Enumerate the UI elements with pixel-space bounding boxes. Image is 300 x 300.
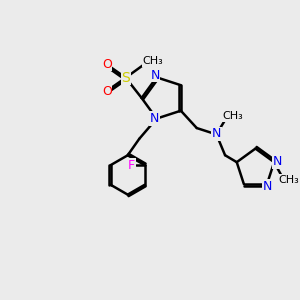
Text: N: N — [150, 112, 159, 125]
Text: N: N — [263, 180, 272, 193]
Text: S: S — [121, 71, 130, 85]
Text: N: N — [212, 127, 221, 140]
Text: CH₃: CH₃ — [278, 175, 299, 184]
Text: N: N — [272, 155, 282, 168]
Text: CH₃: CH₃ — [223, 111, 243, 121]
Text: N: N — [151, 69, 160, 82]
Text: O: O — [102, 58, 112, 70]
Text: F: F — [128, 159, 135, 172]
Text: O: O — [102, 85, 112, 98]
Text: CH₃: CH₃ — [142, 56, 163, 66]
